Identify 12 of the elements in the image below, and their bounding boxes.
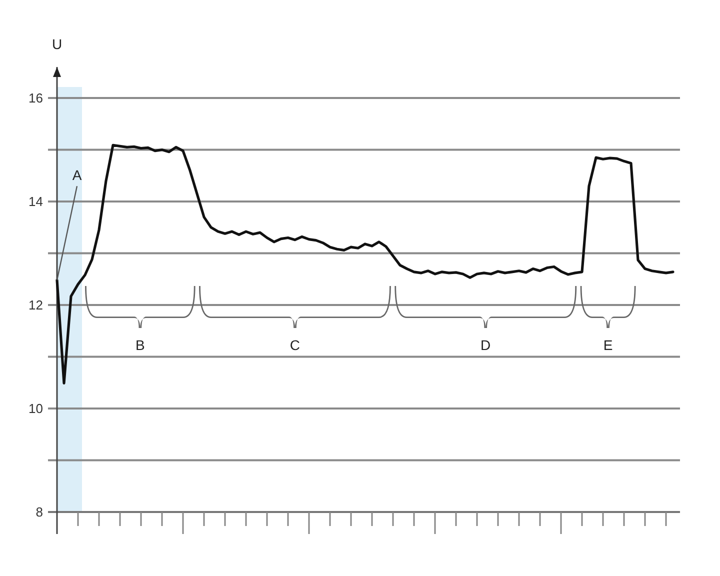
annotation: E	[603, 336, 613, 353]
y-tick-label: 16	[28, 90, 43, 106]
y-tick-label: 12	[28, 298, 43, 313]
y-tick-label: 8	[36, 504, 43, 520]
line-series	[56, 144, 674, 384]
y-tick-label: 10	[28, 401, 43, 416]
annotation: C	[290, 336, 300, 353]
annotation: A	[72, 167, 82, 184]
y-axis-title: U	[52, 36, 62, 52]
annotation: B	[136, 336, 145, 353]
annotation: D	[480, 336, 491, 353]
y-tick-label: 14	[28, 194, 43, 210]
